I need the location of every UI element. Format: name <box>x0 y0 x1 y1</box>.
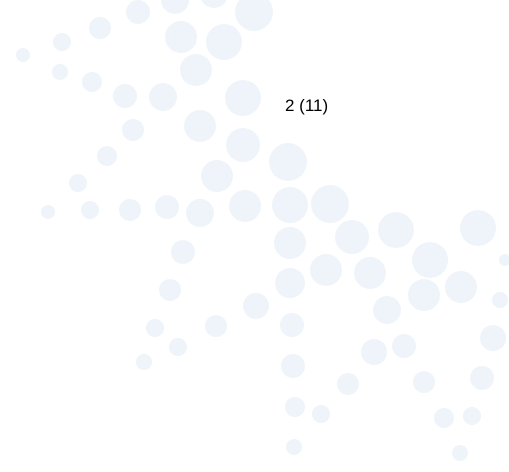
page-canvas: 2 (11) <box>0 0 509 472</box>
decorative-dots <box>16 0 509 461</box>
page-number: 2 (11) <box>285 96 328 115</box>
page: 2 (11) (() => { const data = JSON.parse(… <box>0 0 509 472</box>
